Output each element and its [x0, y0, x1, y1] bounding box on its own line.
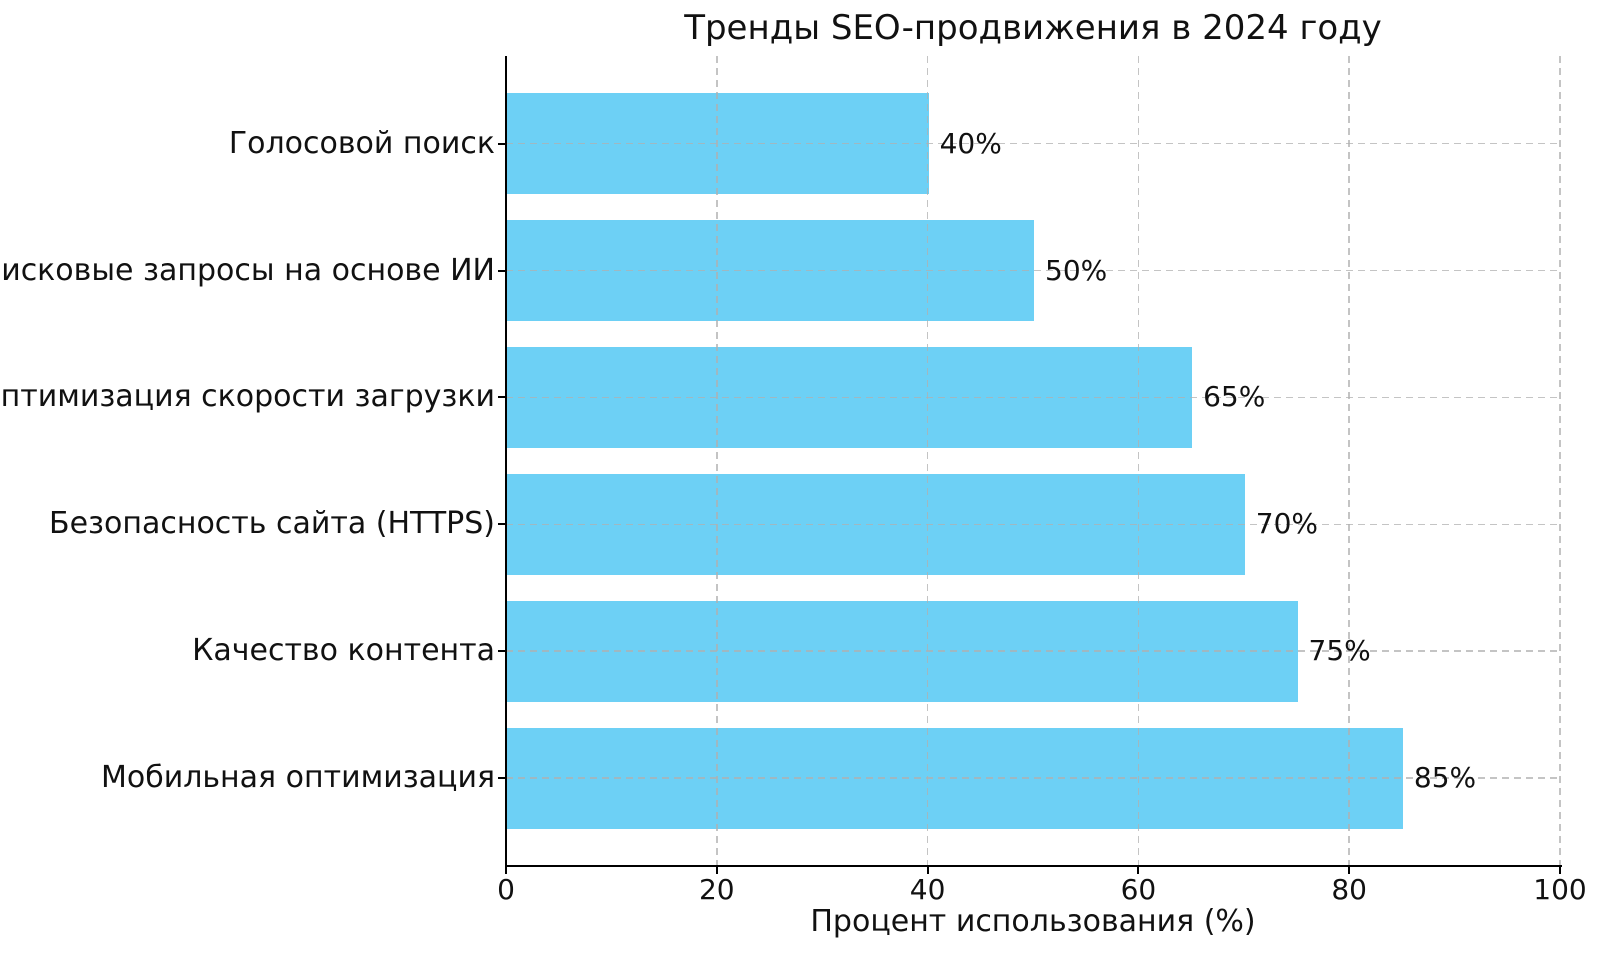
gridline-vertical: [1137, 56, 1140, 866]
x-tick-label: 20: [698, 873, 735, 906]
gridline-horizontal: [506, 523, 1560, 526]
x-tick-mark: [505, 867, 507, 874]
y-tick-mark: [498, 269, 506, 272]
gridline-horizontal: [506, 142, 1560, 145]
x-tick-label: 100: [1533, 873, 1587, 906]
x-axis-title: Процент использования (%): [810, 904, 1256, 939]
x-tick-mark: [1348, 867, 1351, 874]
x-tick-mark: [926, 867, 929, 874]
x-tick-mark: [1559, 867, 1561, 874]
bar-value-label: 75%: [1308, 634, 1371, 668]
gridline-vertical: [716, 56, 718, 866]
gridline-horizontal: [506, 650, 1560, 652]
bar-value-label: 70%: [1255, 507, 1319, 541]
x-tick-label: 60: [1120, 873, 1157, 906]
gridline-horizontal: [506, 396, 1560, 399]
y-tick-mark: [498, 523, 506, 526]
gridline-horizontal: [506, 269, 1560, 272]
y-tick-mark: [498, 142, 506, 145]
bar-value-label: 50%: [1045, 253, 1108, 287]
gridline-vertical: [1348, 56, 1350, 866]
y-axis-category-label: Качество контента: [192, 633, 495, 669]
x-tick-mark: [1137, 867, 1140, 874]
gridline-horizontal: [506, 777, 1560, 779]
y-tick-mark: [498, 650, 506, 653]
y-axis-category-label: Безопасность сайта (HTTPS): [49, 506, 495, 542]
bar-value-label: 65%: [1203, 380, 1266, 414]
y-axis-category-label: Поисковые запросы на основе ИИ: [0, 252, 495, 288]
x-tick-mark: [715, 867, 718, 874]
gridline-vertical: [926, 56, 929, 866]
bar-value-label: 85%: [1413, 761, 1477, 795]
plot-area: 40% 50% 65% 70% 75% 85%: [506, 56, 1561, 866]
y-axis-spine: [505, 56, 507, 867]
x-tick-label: 80: [1331, 873, 1368, 906]
y-axis-category-label: Голосовой поиск: [228, 125, 495, 161]
gridline-vertical: [1559, 56, 1561, 866]
y-axis-category-label: Оптимизация скорости загрузки: [0, 379, 495, 415]
x-axis-spine: [505, 865, 1562, 867]
chart-title: Тренды SEO-продвижения в 2024 году: [684, 8, 1382, 48]
y-tick-mark: [498, 777, 506, 780]
bar-value-label: 40%: [939, 126, 1002, 160]
x-tick-label: 40: [909, 873, 946, 906]
y-axis-category-label: Мобильная оптимизация: [100, 760, 495, 796]
x-tick-label: 0: [497, 873, 515, 906]
y-tick-mark: [498, 396, 506, 399]
